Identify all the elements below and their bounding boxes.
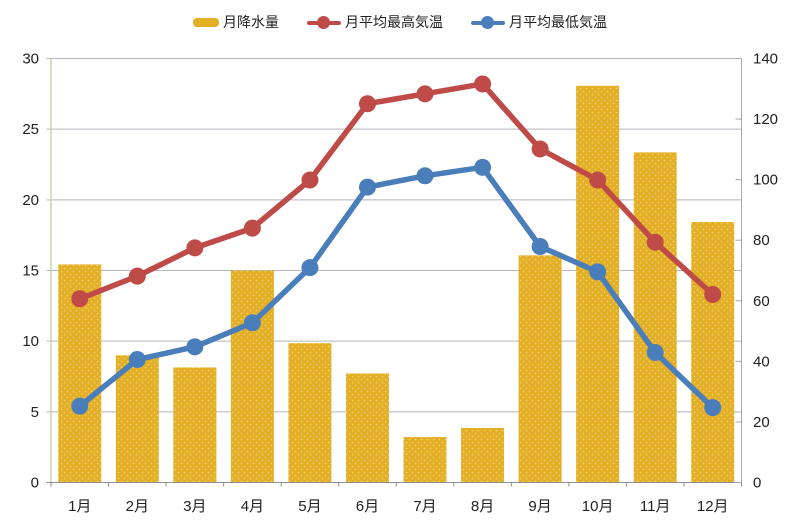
max-temp-series — [71, 75, 722, 308]
marker-10月 — [589, 263, 607, 281]
x-axis-category-label: 3月 — [183, 498, 206, 515]
legend-label: 月平均最低気温 — [509, 14, 607, 30]
axis-labels: 0 5 10 15 20 25 30 0 20 40 60 80 100 120 140 1月 2月 3月 4月 5月… — [22, 51, 778, 516]
marker-8月 — [474, 158, 492, 176]
bar-2月 — [115, 355, 159, 483]
right-axis-tick-label: 60 — [753, 293, 770, 310]
left-axis-tick-label: 5 — [31, 404, 39, 421]
x-axis-category-label: 7月 — [413, 498, 436, 515]
bar-10月 — [576, 85, 620, 483]
marker-10月 — [589, 171, 607, 189]
marker-2月 — [128, 351, 146, 369]
legend-label: 月平均最高気温 — [345, 14, 443, 30]
x-axis-category-label: 2月 — [126, 498, 149, 515]
marker-9月 — [531, 140, 549, 158]
legend-bar-swatch-icon — [193, 17, 219, 27]
x-axis-category-label: 1月 — [68, 498, 91, 515]
precipitation-bars — [58, 85, 735, 483]
marker-12月 — [704, 286, 722, 304]
legend-item-1: 月降水量 — [193, 12, 279, 32]
left-axis-tick-label: 15 — [22, 263, 39, 280]
x-axis-category-label: 9月 — [528, 498, 551, 515]
right-axis-tick-label: 0 — [753, 475, 761, 492]
x-axis-category-label: 12月 — [697, 498, 729, 515]
bar-11月 — [633, 152, 677, 483]
left-axis-tick-label: 20 — [22, 192, 39, 209]
marker-4月 — [243, 314, 261, 332]
marker-7月 — [416, 85, 434, 103]
x-axis-category-label: 5月 — [298, 498, 321, 515]
x-axis-category-label: 11月 — [640, 498, 671, 515]
bar-4月 — [230, 270, 274, 483]
legend-label: 月降水量 — [223, 14, 279, 30]
marker-4月 — [243, 219, 261, 237]
marker-9月 — [531, 237, 549, 255]
bar-12月 — [691, 222, 735, 483]
marker-5月 — [301, 259, 319, 277]
marker-2月 — [128, 267, 146, 285]
left-axis-tick-label: 30 — [22, 51, 39, 68]
right-axis-tick-label: 120 — [753, 111, 778, 128]
legend-item-2: 月平均最高気温 — [307, 12, 443, 32]
axes — [46, 58, 742, 487]
x-axis-category-label: 10月 — [582, 498, 614, 515]
right-axis-tick-label: 140 — [753, 51, 778, 68]
legend: 月降水量 月平均最高気温 月平均最低気温 — [0, 12, 800, 32]
x-axis-category-label: 4月 — [241, 498, 264, 515]
legend-item-3: 月平均最低気温 — [471, 12, 607, 32]
right-axis-tick-label: 20 — [753, 414, 770, 431]
left-axis-tick-label: 0 — [31, 475, 39, 492]
x-axis-category-label: 6月 — [356, 498, 379, 515]
bar-9月 — [518, 255, 562, 483]
min-temp-series — [71, 158, 722, 417]
bar-7月 — [403, 437, 447, 483]
marker-1月 — [71, 397, 89, 415]
legend-line-marker-swatch-icon — [471, 15, 505, 29]
marker-3月 — [186, 338, 204, 356]
legend-line-marker-swatch-icon — [307, 15, 341, 29]
marker-6月 — [358, 178, 376, 196]
left-axis-tick-label: 25 — [22, 121, 39, 138]
marker-3月 — [186, 239, 204, 257]
bar-3月 — [173, 367, 217, 483]
bar-5月 — [288, 343, 332, 483]
right-axis-tick-label: 40 — [753, 353, 770, 370]
bar-8月 — [461, 427, 505, 483]
marker-1月 — [71, 290, 89, 308]
marker-11月 — [646, 233, 664, 251]
right-axis-tick-label: 80 — [753, 232, 770, 249]
marker-7月 — [416, 167, 434, 185]
marker-5月 — [301, 171, 319, 189]
marker-8月 — [474, 75, 492, 93]
marker-6月 — [358, 95, 376, 113]
left-axis-tick-label: 10 — [22, 333, 39, 350]
x-axis-category-label: 8月 — [471, 498, 494, 515]
right-axis-tick-label: 100 — [753, 172, 778, 189]
gridlines — [46, 58, 742, 413]
marker-12月 — [704, 399, 722, 417]
marker-11月 — [646, 343, 664, 361]
bar-6月 — [345, 373, 389, 483]
